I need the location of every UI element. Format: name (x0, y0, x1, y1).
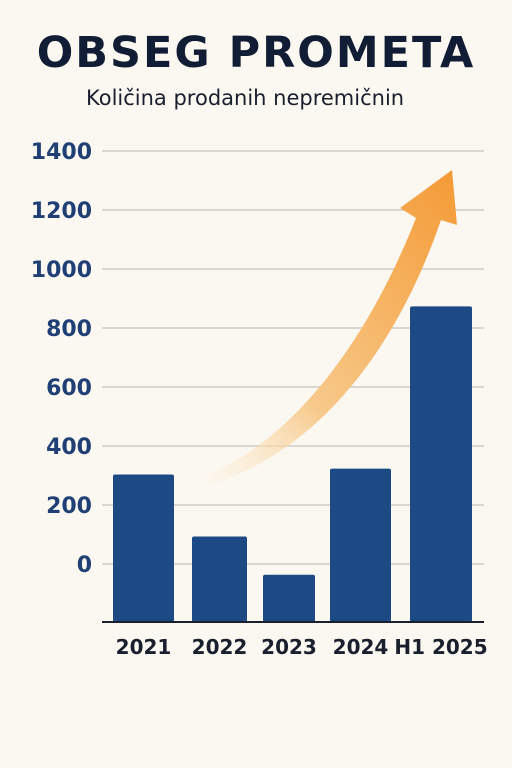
y-tick-label: 400 (46, 435, 92, 460)
chart-subtitle: Količina prodanih nepremičnin (86, 86, 405, 110)
bars (113, 306, 472, 622)
y-tick-label: 200 (46, 494, 92, 519)
x-tick-label: 2021 (116, 635, 172, 659)
y-tick-label: 1400 (31, 140, 92, 165)
chart-title: OBSEG PROMETA (36, 28, 476, 78)
bar-2021 (113, 474, 174, 622)
x-tick-label: 2024 (333, 635, 389, 659)
y-axis-ticks: 0 200 400 600 800 1000 1200 1400 (31, 140, 92, 578)
bar-2024 (330, 468, 391, 622)
bar-2023 (263, 574, 315, 622)
bar-h1-2025 (410, 306, 472, 622)
x-axis-labels: 2021 2022 2023 2024 H1 2025 (116, 635, 488, 659)
x-tick-label: H1 2025 (394, 635, 487, 659)
y-tick-label: 1000 (31, 258, 92, 283)
x-tick-label: 2022 (192, 635, 248, 659)
y-tick-label: 1200 (31, 199, 92, 224)
bar-2022 (192, 536, 247, 622)
x-tick-label: 2023 (261, 635, 317, 659)
y-tick-label: 600 (46, 376, 92, 401)
y-tick-label: 0 (77, 553, 92, 578)
y-tick-label: 800 (46, 317, 92, 342)
trend-arrow-icon (200, 170, 457, 484)
